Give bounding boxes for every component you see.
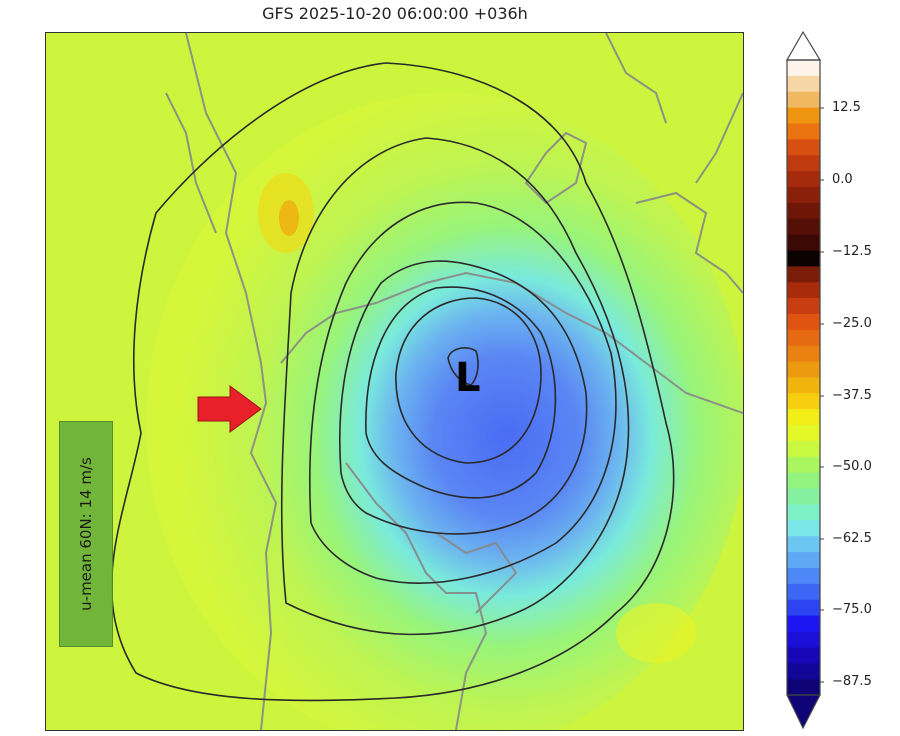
u-mean-info-box: u-mean 60N: 14 m/s [59, 421, 113, 647]
colorbar-tick-label: 12.5 [832, 100, 861, 115]
coastlines [165, 33, 743, 730]
colorbar-tick-label: −62.5 [832, 531, 872, 546]
colorbar-tick-label: 0.0 [832, 172, 853, 187]
colorbar-tick-label: −37.5 [832, 388, 872, 403]
temperature-field [46, 33, 743, 730]
colorbar-tick-label: −12.5 [832, 244, 872, 259]
chart-title: GFS 2025-10-20 06:00:00 +036h [262, 4, 528, 23]
map-panel [45, 32, 744, 731]
colorbar-tick-label: −87.5 [832, 674, 872, 689]
low-pressure-marker: L [455, 355, 481, 401]
u-mean-text: u-mean 60N: 14 m/s [77, 457, 95, 611]
colorbar-tick-label: −50.0 [832, 459, 872, 474]
annotation-arrow-icon [197, 385, 262, 433]
colorbar-tick-label: −75.0 [832, 602, 872, 617]
geopotential-contours [110, 62, 675, 702]
colorbar-tick-label: −25.0 [832, 316, 872, 331]
colorbar [785, 30, 824, 730]
